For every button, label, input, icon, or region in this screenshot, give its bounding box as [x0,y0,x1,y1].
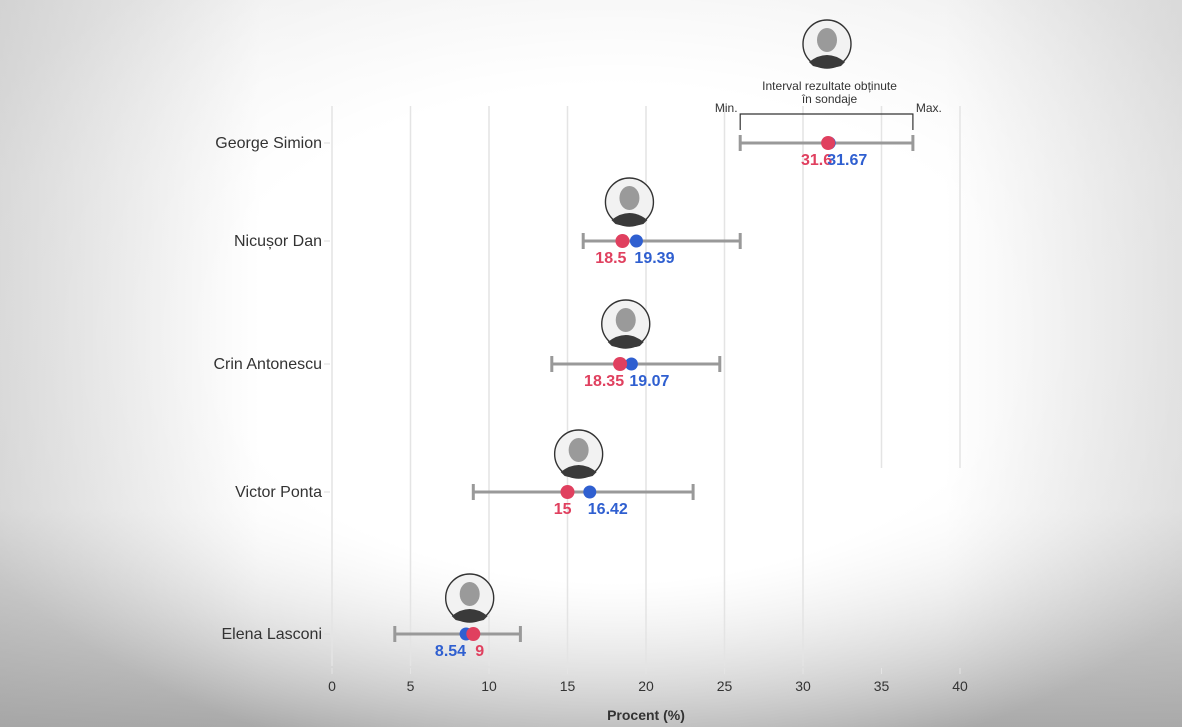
candidate-row: Elena Lasconi 9 8.54 [221,573,522,660]
avatar-shoulders [451,609,488,622]
candidate-name-label: Elena Lasconi [221,626,322,643]
legend-bracket [739,113,914,130]
candidate-name-label: Crin Antonescu [213,356,322,373]
x-tick-label: 35 [874,678,890,694]
x-tick-label: 15 [560,678,576,694]
avatar-head [619,186,640,210]
avatar-shoulders [560,465,597,478]
victor-ponta-photo [553,429,604,479]
x-tick-label: 5 [407,678,415,694]
avatar-shoulders [809,55,845,68]
candidate-name-label: Nicușor Dan [234,233,322,250]
x-tick-label: 10 [481,678,497,694]
red-dot [466,627,481,641]
red-value-label: 18.35 [584,373,624,390]
x-tick-label: 25 [717,678,733,694]
candidate-name-label: Victor Ponta [235,484,322,501]
red-value-label: 15 [554,501,572,518]
legend-title-line2: în sondaje [801,92,858,106]
avatar-head [615,308,636,332]
avatar-head [459,582,480,606]
avatar-shoulders [611,213,648,226]
blue-value-label: 19.07 [629,373,669,390]
blue-value-label: 8.54 [435,643,466,660]
avatar-shoulders [607,335,644,348]
red-value-label: 9 [475,643,484,660]
candidate-row: George Simion 31.631.67 [215,19,915,169]
avatar-head [568,438,589,462]
legend-max-label: Max. [916,101,942,115]
red-dot [613,357,628,371]
candidate-row: Crin Antonescu 18.35 19.07 [213,299,722,390]
red-dot [821,136,836,150]
george-simion-photo [802,19,852,69]
blue-value-label: 31.67 [827,152,867,169]
x-tick-label: 20 [638,678,654,694]
blue-value-label: 19.39 [634,250,674,267]
candidate-rows: George Simion 31.631.67 Nicușor Dan 18.5 19.… [213,19,915,660]
red-value-label: 31.6 [801,152,832,169]
candidate-row: Victor Ponta 15 16.42 [235,429,695,518]
legend: Interval rezultate obținute în sondaje M… [715,79,942,130]
red-dot [560,485,575,499]
legend-min-label: Min. [715,101,738,115]
x-axis-title: Procent (%) [607,707,685,723]
x-axis-ticks: 0 5 10 15 20 25 30 35 40 [328,668,968,694]
blue-dot [624,357,638,371]
avatar-head [817,28,837,52]
crin-antonescu-photo [601,299,651,349]
blue-dot [629,234,643,248]
elena-lasconi-photo [444,573,495,623]
candidate-row: Nicușor Dan 18.5 19.39 [234,177,742,267]
blue-value-label: 16.42 [588,501,628,518]
x-tick-label: 0 [328,678,336,694]
red-dot [615,234,630,248]
candidate-name-label: George Simion [215,135,322,152]
blue-dot [583,485,597,499]
x-tick-label: 30 [795,678,811,694]
nicusor-dan-photo [604,177,655,227]
x-tick-label: 40 [952,678,968,694]
red-value-label: 18.5 [595,250,626,267]
legend-title-line1: Interval rezultate obținute [762,79,897,93]
